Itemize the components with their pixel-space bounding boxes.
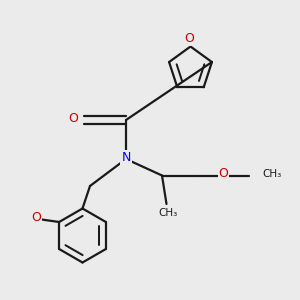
Text: O: O [69,112,78,125]
Text: O: O [31,211,41,224]
Text: N: N [121,151,131,164]
Text: CH₃: CH₃ [262,169,282,179]
Text: O: O [184,32,194,45]
Text: O: O [219,167,228,180]
Text: CH₃: CH₃ [158,208,178,218]
